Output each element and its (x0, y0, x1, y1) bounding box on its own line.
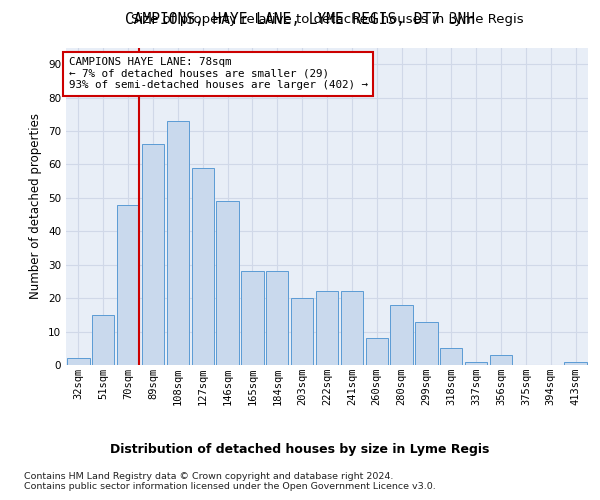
Bar (142, 144, 164, 365)
Bar (241, 272, 263, 365)
Bar (565, 362, 587, 365)
Y-axis label: Number of detached properties: Number of detached properties (29, 114, 43, 299)
Bar (465, 362, 487, 365)
Bar (266, 272, 289, 365)
Text: Distribution of detached houses by size in Lyme Regis: Distribution of detached houses by size … (110, 442, 490, 456)
Bar (167, 121, 189, 365)
Bar (117, 204, 139, 365)
Bar (415, 322, 437, 365)
Bar (191, 168, 214, 365)
Bar (217, 201, 239, 365)
Bar (67, 358, 89, 365)
Bar (341, 292, 363, 365)
Bar (365, 338, 388, 365)
Title: Size of property relative to detached houses in Lyme Regis: Size of property relative to detached ho… (131, 12, 523, 26)
Bar (490, 355, 512, 365)
Bar (316, 292, 338, 365)
Text: Contains HM Land Registry data © Crown copyright and database right 2024.: Contains HM Land Registry data © Crown c… (24, 472, 394, 481)
Bar (291, 298, 313, 365)
Text: CAMPIONS, HAYE LANE, LYME REGIS, DT7 3NH: CAMPIONS, HAYE LANE, LYME REGIS, DT7 3NH (125, 12, 475, 28)
Text: Contains public sector information licensed under the Open Government Licence v3: Contains public sector information licen… (24, 482, 436, 491)
Text: CAMPIONS HAYE LANE: 78sqm
← 7% of detached houses are smaller (29)
93% of semi-d: CAMPIONS HAYE LANE: 78sqm ← 7% of detach… (68, 57, 368, 90)
Bar (440, 348, 463, 365)
Bar (391, 305, 413, 365)
Bar (92, 315, 115, 365)
